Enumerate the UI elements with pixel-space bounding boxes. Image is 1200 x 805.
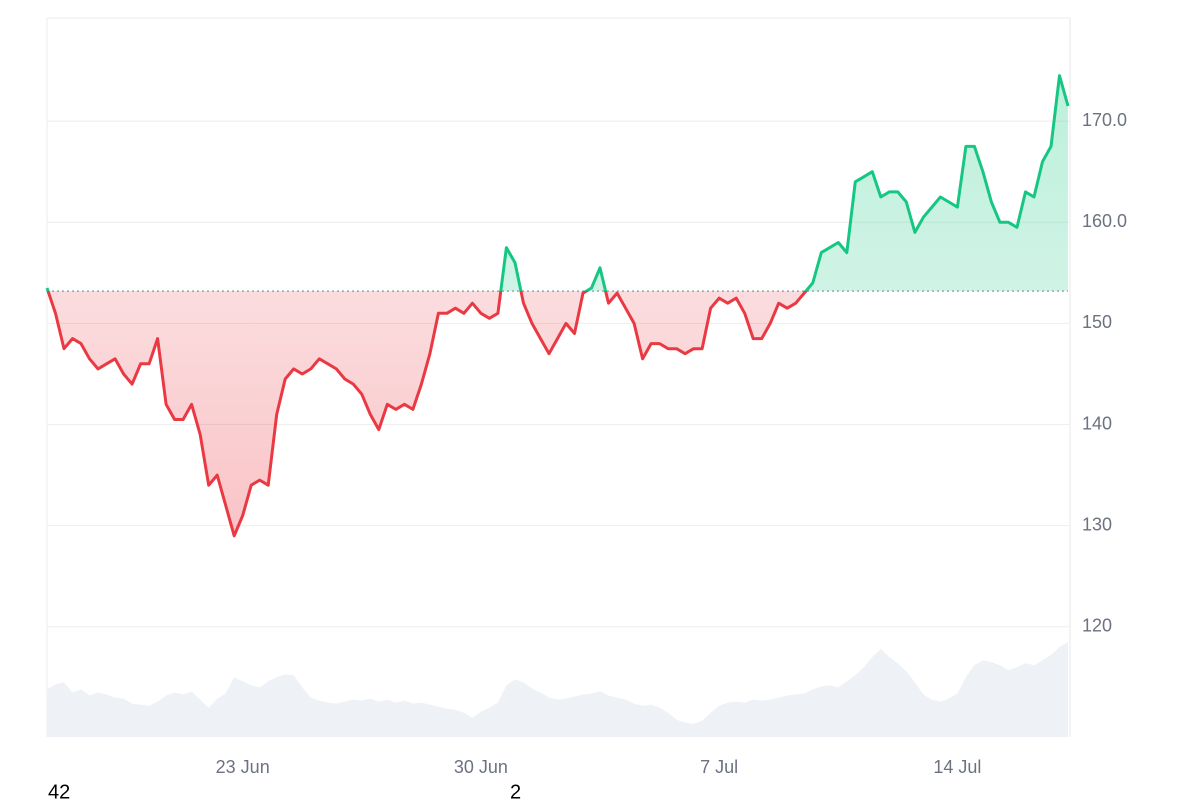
y-tick-label: 150	[1082, 312, 1112, 332]
volume-area	[47, 641, 1068, 737]
x-tick-label: 30 Jun	[454, 757, 508, 777]
x-tick-label: 23 Jun	[216, 757, 270, 777]
price-line-down	[46, 291, 808, 538]
y-tick-label: 170.0	[1082, 110, 1127, 130]
y-tick-label: 160.0	[1082, 211, 1127, 231]
area-up	[47, 75, 1068, 292]
x-tick-label: 7 Jul	[700, 757, 738, 777]
annotation: 2	[510, 781, 521, 800]
area-down	[47, 291, 1068, 536]
annotation: 42	[48, 781, 70, 800]
x-tick-label: 14 Jul	[933, 757, 981, 777]
y-tick-label: 130	[1082, 514, 1112, 534]
y-tick-label: 120	[1082, 616, 1112, 636]
price-line-up	[45, 74, 1070, 292]
y-tick-label: 140	[1082, 413, 1112, 433]
